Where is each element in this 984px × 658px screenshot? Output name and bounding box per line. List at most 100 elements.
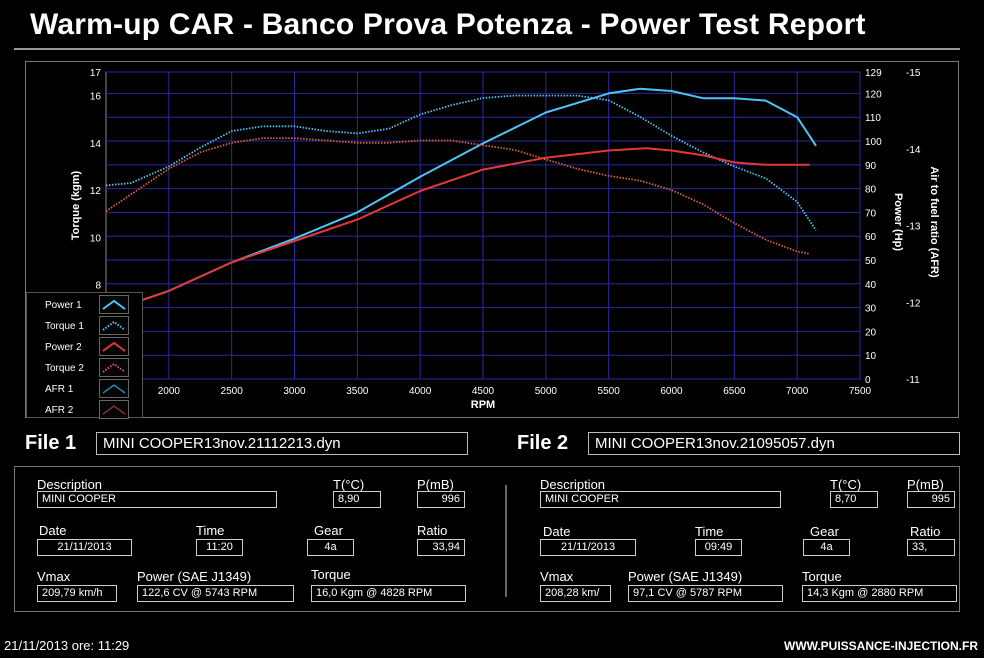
legend-swatch-icon bbox=[99, 316, 129, 335]
run2-pressure-value: 995 bbox=[907, 491, 955, 508]
run2-description-value: MINI COOPER bbox=[540, 491, 781, 508]
run1-power-label: Power (SAE J1349) bbox=[137, 569, 252, 584]
x-tick-label: 7500 bbox=[849, 386, 872, 397]
legend-label: AFR 1 bbox=[45, 384, 74, 395]
run2-time-label: Time bbox=[695, 524, 724, 539]
run2-date-value: 21/11/2013 bbox=[540, 539, 636, 556]
run2-description-label: Description bbox=[540, 477, 606, 492]
legend-label: Power 2 bbox=[45, 342, 82, 353]
series-line-torque-2 bbox=[105, 137, 810, 255]
run2-torque-label: Torque bbox=[802, 569, 842, 584]
run2-vmax-label: Vmax bbox=[540, 569, 574, 584]
run1-vmax-value: 209,79 km/h bbox=[37, 585, 117, 602]
file-1-name: MINI COOPER13nov.21112213.dyn bbox=[96, 432, 468, 455]
power-tick-label: 80 bbox=[865, 185, 877, 196]
power-tick-label: 60 bbox=[865, 232, 877, 243]
run1-date-label: Date bbox=[39, 523, 67, 538]
torque-tick-label: 10 bbox=[90, 233, 102, 244]
legend-label: Torque 1 bbox=[45, 321, 84, 332]
run1-time-value: 11:20 bbox=[196, 539, 243, 556]
run2-power-value: 97,1 CV @ 5787 RPM bbox=[628, 585, 783, 602]
run1-description-label: Description bbox=[37, 477, 103, 492]
afr-tick-label: -13 bbox=[906, 222, 921, 233]
run-info-panel: Description MINI COOPER T(°C) 8,90 P(mB)… bbox=[14, 466, 960, 612]
torque-tick-label: 17 bbox=[90, 68, 102, 79]
run1-torque-label: Torque bbox=[311, 567, 351, 582]
afr-tick-label: -14 bbox=[906, 145, 921, 156]
run1-time-label: Time bbox=[196, 523, 225, 538]
x-axis-label: RPM bbox=[471, 399, 495, 411]
website-link[interactable]: WWW.PUISSANCE-INJECTION.FR bbox=[784, 639, 978, 653]
run2-power-label: Power (SAE J1349) bbox=[628, 569, 743, 584]
x-tick-label: 6500 bbox=[723, 386, 746, 397]
power-tick-label: 100 bbox=[865, 137, 882, 148]
legend-entry-afr-2: AFR 2 bbox=[27, 400, 144, 421]
run2-temp-value: 8,70 bbox=[830, 491, 878, 508]
runs-divider bbox=[505, 485, 507, 597]
run2-time-value: 09:49 bbox=[695, 539, 742, 556]
file-1-label: File 1 bbox=[25, 432, 77, 454]
x-tick-label: 3500 bbox=[346, 386, 369, 397]
legend-entry-afr-1: AFR 1 bbox=[27, 379, 144, 400]
run1-pressure-value: 996 bbox=[417, 491, 465, 508]
legend-swatch-icon bbox=[99, 379, 129, 398]
run2-date-label: Date bbox=[543, 524, 571, 539]
run1-ratio-value: 33,94 bbox=[417, 539, 465, 556]
power-tick-label: 50 bbox=[865, 256, 877, 267]
power-tick-label: 10 bbox=[865, 351, 877, 362]
power-chart: 2000 2500 3000 3500 4000 4500 5000 5500 6000 6500… bbox=[25, 61, 959, 421]
legend-label: Power 1 bbox=[45, 300, 82, 311]
report-datetime: 21/11/2013 ore: 11:29 bbox=[4, 638, 130, 653]
run1-pressure-label: P(mB) bbox=[417, 477, 454, 492]
x-tick-label: 2500 bbox=[221, 386, 244, 397]
legend-entry-torque-2: Torque 2 bbox=[27, 358, 144, 379]
run2-gear-label: Gear bbox=[810, 524, 839, 539]
legend-label: Torque 2 bbox=[45, 363, 84, 374]
legend-entry-power-2: Power 2 bbox=[27, 337, 144, 358]
file-2-name: MINI COOPER13nov.21095057.dyn bbox=[588, 432, 960, 455]
x-tick-label: 7000 bbox=[786, 386, 809, 397]
title-divider bbox=[14, 48, 960, 50]
run1-ratio-label: Ratio bbox=[417, 523, 448, 538]
afr-tick-label: -15 bbox=[906, 68, 921, 79]
report-title: Warm-up CAR - Banco Prova Potenza - Powe… bbox=[30, 8, 866, 41]
power-tick-label: 40 bbox=[865, 280, 877, 291]
power-tick-label: 30 bbox=[865, 304, 877, 315]
y-axis-label-power: Power (Hp) bbox=[892, 193, 904, 251]
power-tick-label: 20 bbox=[865, 327, 877, 338]
run1-gear-value: 4a bbox=[307, 539, 354, 556]
chart-svg: 2000 2500 3000 3500 4000 4500 5000 5500 6000 6500… bbox=[70, 68, 940, 411]
legend-swatch-icon bbox=[99, 337, 129, 356]
run1-gear-label: Gear bbox=[314, 523, 343, 538]
x-tick-label: 5000 bbox=[535, 386, 558, 397]
torque-tick-label: 8 bbox=[95, 281, 101, 292]
x-tick-label: 5500 bbox=[598, 386, 621, 397]
file-2-label: File 2 bbox=[517, 432, 569, 454]
torque-tick-label: 16 bbox=[90, 92, 102, 103]
power-tick-label: 110 bbox=[865, 113, 881, 124]
run2-torque-value: 14,3 Kgm @ 2880 RPM bbox=[802, 585, 957, 602]
x-tick-label: 4500 bbox=[472, 386, 495, 397]
legend-label: AFR 2 bbox=[45, 405, 74, 416]
afr-tick-label: -11 bbox=[906, 375, 920, 386]
power-tick-label: 0 bbox=[865, 375, 871, 386]
power-tick-label: 129 bbox=[865, 68, 882, 79]
power-tick-label: 70 bbox=[865, 208, 877, 219]
run2-ratio-label: Ratio bbox=[910, 524, 941, 539]
run1-vmax-label: Vmax bbox=[37, 569, 71, 584]
run1-temp-label: T(°C) bbox=[333, 477, 365, 492]
legend-swatch-icon bbox=[99, 295, 129, 314]
run2-pressure-label: P(mB) bbox=[907, 477, 944, 492]
afr-tick-label: -12 bbox=[906, 298, 921, 309]
legend-entry-power-1: Power 1 bbox=[27, 295, 144, 316]
run1-power-value: 122,6 CV @ 5743 RPM bbox=[137, 585, 294, 602]
run1-torque-value: 16,0 Kgm @ 4828 RPM bbox=[311, 585, 466, 602]
chart-legend: Power 1 Torque 1 Power 2 Torque 2 AFR 1 … bbox=[26, 292, 144, 421]
run2-temp-label: T(°C) bbox=[830, 477, 862, 492]
legend-swatch-icon bbox=[99, 358, 129, 377]
x-tick-label: 4000 bbox=[409, 386, 432, 397]
x-tick-label: 6000 bbox=[660, 386, 683, 397]
series-line-torque-1 bbox=[105, 94, 817, 231]
series-line-power-2 bbox=[105, 147, 810, 314]
run2-vmax-value: 208,28 km/ bbox=[540, 585, 611, 602]
